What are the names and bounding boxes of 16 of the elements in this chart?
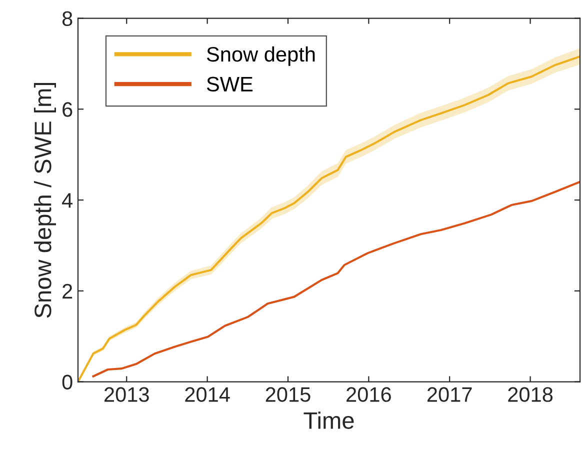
x-tick-label: 2016 [346,387,391,402]
legend-label: Snow depth [206,46,315,66]
x-axis-title: Time [304,412,354,429]
y-tick-label: 8 [62,11,72,26]
y-tick-label: 0 [62,374,72,390]
y-tick-label: 6 [62,102,72,117]
x-tick-label: 2013 [104,387,149,402]
line-series [92,180,580,378]
legend-label: SWE [206,76,253,92]
x-tick-label: 2015 [266,387,310,402]
x-tick-label: 2014 [185,387,230,402]
y-tick-label: 4 [62,193,73,208]
x-tick-label: 2018 [508,387,553,402]
x-tick-label: 2017 [427,387,472,402]
y-tick-label: 2 [62,284,72,298]
y-axis-title: Snow depth / SWE [m] [34,82,56,318]
